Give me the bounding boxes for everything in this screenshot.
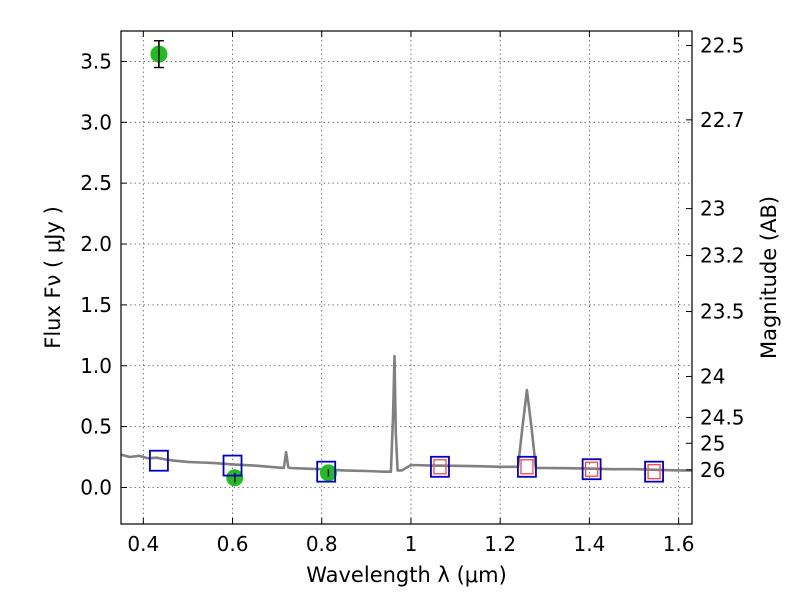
plot-frame <box>120 30 693 525</box>
x-axis-label: Wavelength λ (μm) <box>306 563 507 587</box>
spectrum-line <box>121 354 692 474</box>
model-flux-square <box>149 449 169 472</box>
right-y-axis-label: Magnitude (AB) <box>757 196 781 359</box>
mag-tick-label: 26 <box>700 458 725 482</box>
x-tick-label: 1.6 <box>663 532 695 556</box>
mag-tick-label: 24 <box>700 364 725 388</box>
x-tick-label: 0.8 <box>306 532 338 556</box>
mag-tick-label: 22.7 <box>700 108 745 132</box>
plot-area <box>121 40 692 487</box>
mag-tick-label: 23 <box>700 197 725 221</box>
observed-flux-square <box>584 461 599 477</box>
model-flux-square <box>581 458 602 481</box>
y-axis-label: Flux Fν ( μJy ) <box>41 206 65 349</box>
mag-tick-label: 25 <box>700 431 725 455</box>
x-tick-label: 1 <box>405 532 418 556</box>
mag-tick-label: 22.5 <box>700 34 745 58</box>
model-flux-square <box>430 455 450 478</box>
mag-tick-label: 23.5 <box>700 300 745 324</box>
mag-tick-label: 24.5 <box>700 405 745 429</box>
axis-ticks: 0.4 0.6 0.8 1 1.2 1.4 1.6 0.0 0.5 1.0 1.5 2.0 2.5 3.0… <box>80 31 745 556</box>
y-tick-label: 2.5 <box>80 171 112 195</box>
x-tick-label: 0.6 <box>217 532 249 556</box>
model-flux-square <box>222 454 243 477</box>
model-flux-square <box>316 460 337 483</box>
model-flux-square <box>517 455 537 478</box>
y-tick-label: 1.5 <box>80 293 112 317</box>
y-tick-label: 1.0 <box>80 354 112 378</box>
y-tick-label: 2.0 <box>80 232 112 256</box>
y-tick-label: 3.5 <box>80 49 112 73</box>
observed-flux-square <box>433 459 447 475</box>
observed-flux-square <box>647 464 661 480</box>
x-tick-label: 1.4 <box>573 532 605 556</box>
x-tick-label: 0.4 <box>127 532 159 556</box>
mag-tick-label: 23.2 <box>700 244 745 268</box>
model-flux-square <box>644 460 664 483</box>
observed-flux-square <box>520 459 534 475</box>
grid <box>121 31 692 524</box>
y-tick-label: 0.0 <box>80 475 112 499</box>
y-tick-label: 3.0 <box>80 110 112 134</box>
y-tick-label: 0.5 <box>80 415 112 439</box>
x-tick-label: 1.2 <box>484 532 516 556</box>
